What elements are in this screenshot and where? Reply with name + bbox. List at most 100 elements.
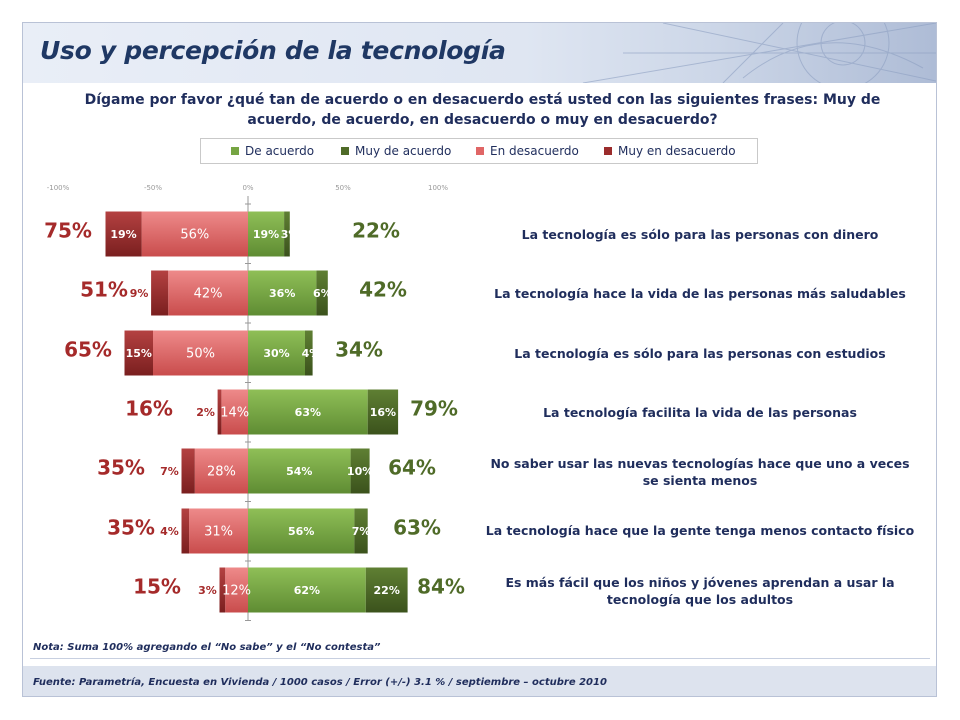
axis-tick-label: -100% (47, 184, 70, 192)
label-en-desacuerdo: 42% (194, 287, 223, 302)
label-muy-de-acuerdo: 6% (313, 287, 332, 300)
bar-de-acuerdo (248, 270, 317, 316)
bar-en-desacuerdo (225, 567, 248, 613)
bar-de-acuerdo (248, 389, 368, 435)
bar-de-acuerdo (248, 508, 355, 554)
source-text: Fuente: Parametría, Encuesta en Vivienda… (33, 677, 607, 688)
label-muy-en-desacuerdo: 19% (110, 228, 136, 241)
label-muy-en-desacuerdo: 2% (196, 406, 215, 419)
label-de-acuerdo: 54% (286, 465, 312, 478)
label-de-acuerdo: 63% (295, 406, 321, 419)
total-disagree: 35% (107, 516, 155, 540)
bar-en-desacuerdo (189, 508, 248, 554)
legend-swatch (231, 147, 239, 155)
label-de-acuerdo: 36% (269, 287, 295, 300)
label-de-acuerdo: 56% (288, 525, 314, 538)
bar-muy-en-desacuerdo (105, 211, 142, 257)
statement-label: No saber usar las nuevas tecnologías hac… (490, 456, 910, 488)
statement-label: La tecnología hace la vida de las person… (494, 286, 906, 301)
label-muy-en-desacuerdo: 7% (160, 465, 179, 478)
note-divider (30, 658, 930, 659)
bar-muy-en-desacuerdo (219, 567, 226, 613)
survey-question: Dígame por favor ¿qué tan de acuerdo o e… (84, 92, 881, 128)
bar-muy-de-acuerdo (354, 508, 368, 554)
label-de-acuerdo: 62% (294, 584, 320, 597)
bar-muy-de-acuerdo (365, 567, 408, 613)
bar-muy-de-acuerdo (350, 448, 370, 494)
total-disagree: 35% (97, 456, 145, 480)
axis-tick-label: 0% (242, 184, 253, 192)
bar-en-desacuerdo (168, 270, 248, 316)
bar-de-acuerdo (248, 448, 351, 494)
total-agree: 79% (410, 397, 458, 421)
legend-label: Muy de acuerdo (355, 144, 452, 158)
legend-swatch (341, 147, 349, 155)
label-en-desacuerdo: 31% (204, 525, 233, 540)
label-muy-de-acuerdo: 16% (370, 406, 396, 419)
label-de-acuerdo: 30% (263, 347, 289, 360)
bar-de-acuerdo (248, 211, 285, 257)
bar-en-desacuerdo (221, 389, 248, 435)
bar-muy-en-desacuerdo (181, 448, 195, 494)
legend-item-en-desacuerdo: En desacuerdo (476, 144, 579, 158)
bar-de-acuerdo (248, 567, 366, 613)
title-banner (23, 23, 936, 83)
legend-item-muy-de-acuerdo: Muy de acuerdo (341, 144, 451, 158)
bar-muy-de-acuerdo (305, 330, 313, 376)
legend-swatch (476, 147, 484, 155)
label-muy-de-acuerdo: 7% (352, 525, 371, 538)
bar-muy-en-desacuerdo (151, 270, 169, 316)
label-muy-en-desacuerdo: 9% (130, 287, 149, 300)
legend-item-muy-en-desacuerdo: Muy en desacuerdo (604, 144, 736, 158)
bar-muy-en-desacuerdo (181, 508, 190, 554)
legend-item-de-acuerdo: De acuerdo (231, 144, 314, 158)
legend-label: De acuerdo (245, 144, 315, 158)
banner-decoration (582, 23, 936, 83)
bar-muy-de-acuerdo (316, 270, 328, 316)
total-disagree: 51% (80, 278, 128, 302)
statement-label: La tecnología hace que la gente tenga me… (485, 523, 915, 538)
label-muy-en-desacuerdo: 15% (126, 347, 152, 360)
legend-label: En desacuerdo (490, 144, 579, 158)
bar-en-desacuerdo (153, 330, 248, 376)
label-muy-de-acuerdo: 3% (281, 228, 300, 241)
diverging-bar-chart: -100% -50% 0% 50% 100%56%19% 19% 3%75% 22%42%9%… (44, 184, 465, 621)
statement-label: La tecnología es sólo para las personas … (514, 346, 886, 361)
label-en-desacuerdo: 14% (220, 406, 249, 421)
axis-tick-label: -50% (144, 184, 162, 192)
bar-en-desacuerdo (141, 211, 248, 257)
statement-label: La tecnología facilita la vida de las pe… (543, 405, 857, 420)
total-agree: 64% (388, 456, 436, 480)
total-agree: 84% (417, 575, 465, 599)
label-de-acuerdo: 19% (253, 228, 279, 241)
source-bar (23, 666, 936, 696)
legend-label: Muy en desacuerdo (618, 144, 736, 158)
label-en-desacuerdo: 56% (180, 228, 209, 243)
total-agree: 63% (393, 516, 441, 540)
label-muy-de-acuerdo: 4% (302, 347, 321, 360)
statement-label: Es más fácil que los niños y jóvenes apr… (505, 575, 895, 607)
total-disagree: 65% (64, 338, 112, 362)
bar-muy-en-desacuerdo (124, 330, 153, 376)
statement-label: La tecnología es sólo para las personas … (521, 227, 879, 242)
bar-de-acuerdo (248, 330, 305, 376)
bar-muy-de-acuerdo (367, 389, 399, 435)
bar-muy-en-desacuerdo (217, 389, 222, 435)
label-en-desacuerdo: 28% (207, 465, 236, 480)
label-muy-de-acuerdo: 10% (347, 465, 373, 478)
legend-swatch (604, 147, 612, 155)
footnote: Nota: Suma 100% agregando el “No sabe” y… (33, 642, 381, 653)
label-muy-en-desacuerdo: 4% (160, 525, 179, 538)
label-muy-en-desacuerdo: 3% (198, 584, 217, 597)
axis-tick-label: 100% (428, 184, 448, 192)
label-en-desacuerdo: 12% (222, 584, 251, 599)
page-title: Uso y percepción de la tecnología (40, 36, 506, 65)
label-muy-de-acuerdo: 22% (374, 584, 400, 597)
bar-en-desacuerdo (194, 448, 248, 494)
bar-muy-de-acuerdo (284, 211, 290, 257)
total-agree: 34% (335, 338, 383, 362)
total-disagree: 16% (125, 397, 173, 421)
total-agree: 42% (359, 278, 407, 302)
total-disagree: 15% (133, 575, 181, 599)
total-agree: 22% (352, 219, 400, 243)
